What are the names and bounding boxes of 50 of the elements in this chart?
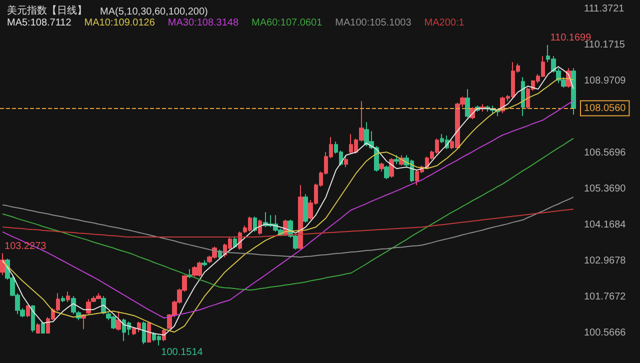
y-tick-label: 105.3690 [584,184,626,195]
candlestick [394,154,399,165]
candlestick [116,310,121,332]
candlestick [521,76,525,117]
candlestick [374,146,379,172]
text: MA(5,10,30,60,100,200) [100,6,208,18]
y-tick-label: 102.9678 [584,256,626,267]
candlestick [379,162,384,172]
y-tick-label: 108.9709 [584,75,626,86]
candlestick [202,260,207,267]
candlestick [66,291,70,303]
candlestick [36,322,40,334]
candlestick [26,304,30,318]
line-series [2,208,574,238]
candlestick [132,327,136,336]
text: MA10:109.0126 [84,18,156,28]
annotation: 100.1514 [161,347,204,358]
text: MA60:107.0601 [252,18,323,28]
candlestick [142,321,146,345]
candlestick [31,304,35,333]
y-tick-label: 100.5666 [584,328,626,339]
text: MA5:108.7112 [7,18,72,28]
candlestick [571,68,576,116]
candlestick [303,194,308,224]
candlestick [41,321,45,334]
candlestick [344,154,348,168]
candlestick [384,165,389,180]
line-series [2,196,574,258]
candlestick [147,321,151,344]
candlestick [465,88,470,118]
candlestick [389,158,394,178]
candlestick [137,321,141,333]
text: MA30:108.3148 [168,18,239,28]
line-series [2,138,574,291]
candlestick [86,298,91,315]
candlestick [258,219,262,236]
y-tick-label: 111.3721 [584,3,625,14]
y-tick-label: 104.1684 [584,220,626,231]
candlestick [233,236,237,249]
text: 美元指数【日线】 [7,4,87,16]
text: MA100:105.1003 [335,18,412,28]
candlestick [298,184,303,250]
ref-line-label: 108.0560 [584,102,626,114]
y-tick-label: 101.7672 [584,292,626,303]
candlestick [61,296,65,303]
candlestick [0,252,5,276]
y-tick-label: 106.5696 [584,148,626,159]
candlestick [71,296,76,315]
candlestick [253,216,257,232]
text: MA200:1 [424,18,465,28]
